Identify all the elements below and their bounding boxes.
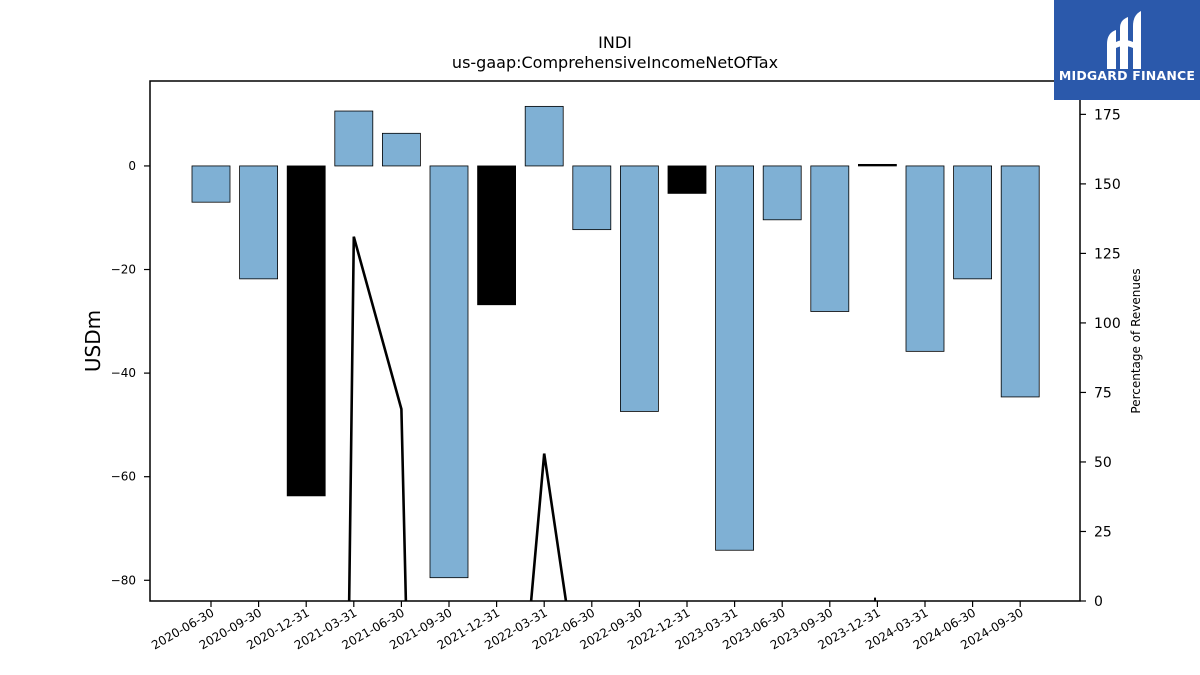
x-axis-ticks: 2020-06-302020-09-302020-12-312021-03-31… [149, 601, 1026, 652]
bar-2021-09-30 [429, 165, 469, 579]
y2-axis-ticks: 0 25 50 75 100 125 150 175 [1080, 107, 1121, 610]
bar-2020-09-30 [239, 165, 279, 280]
chart-title: INDI [598, 33, 632, 52]
bar-2024-03-31 [905, 165, 945, 352]
y2-tick-label: 50 [1094, 455, 1112, 471]
bars [191, 105, 1040, 579]
line-segment-1 [529, 453, 568, 601]
logo-mark-icon [1107, 11, 1141, 69]
bar-2021-06-30 [381, 132, 421, 167]
chart-subtitle: us-gaap:ComprehensiveIncomeNetOfTax [452, 53, 778, 72]
bar-2022-06-30 [572, 165, 612, 231]
y2-tick-label: 75 [1094, 385, 1112, 401]
bar-2022-03-31 [524, 105, 564, 167]
y-tick-label: 0 [128, 159, 136, 173]
line-segment-0 [347, 236, 408, 601]
y2-tick-label: 175 [1094, 107, 1121, 123]
bar-2024-06-30 [953, 165, 992, 280]
bar-2023-12-31 [858, 163, 897, 167]
plot-frame [149, 80, 1081, 602]
y-tick-label: −20 [111, 263, 136, 277]
y-tick-label: −40 [111, 366, 136, 380]
bar-2022-12-31 [667, 165, 707, 194]
y-tick-label: −60 [111, 470, 136, 484]
bar-2021-03-31 [334, 110, 374, 167]
brand-logo: MIDGARD FINANCE [1054, 0, 1200, 100]
bar-2023-06-30 [762, 165, 802, 221]
y2-tick-label: 150 [1094, 177, 1121, 193]
brand-name: MIDGARD FINANCE [1058, 68, 1196, 83]
bar-2022-09-30 [620, 165, 659, 412]
y2-tick-label: 125 [1094, 246, 1121, 262]
bar-2021-12-31 [477, 165, 517, 306]
y-tick-label: −80 [111, 573, 136, 587]
revenue-percentage-line [347, 236, 877, 602]
y2-axis-label: Percentage of Revenues [1129, 268, 1143, 413]
bar-2020-12-31 [286, 165, 326, 497]
y2-tick-label: 100 [1094, 316, 1121, 332]
y2-tick-label: 25 [1094, 524, 1112, 540]
y-axis-ticks: 0 −20 −40 −60 −80 [111, 159, 150, 587]
bar-2023-09-30 [810, 165, 850, 312]
bar-2020-06-30 [191, 165, 231, 203]
y2-tick-label: 0 [1094, 594, 1103, 610]
bar-2023-03-31 [715, 165, 754, 551]
bar-2024-09-30 [1000, 165, 1040, 398]
y-axis-label: USDm [81, 310, 105, 372]
